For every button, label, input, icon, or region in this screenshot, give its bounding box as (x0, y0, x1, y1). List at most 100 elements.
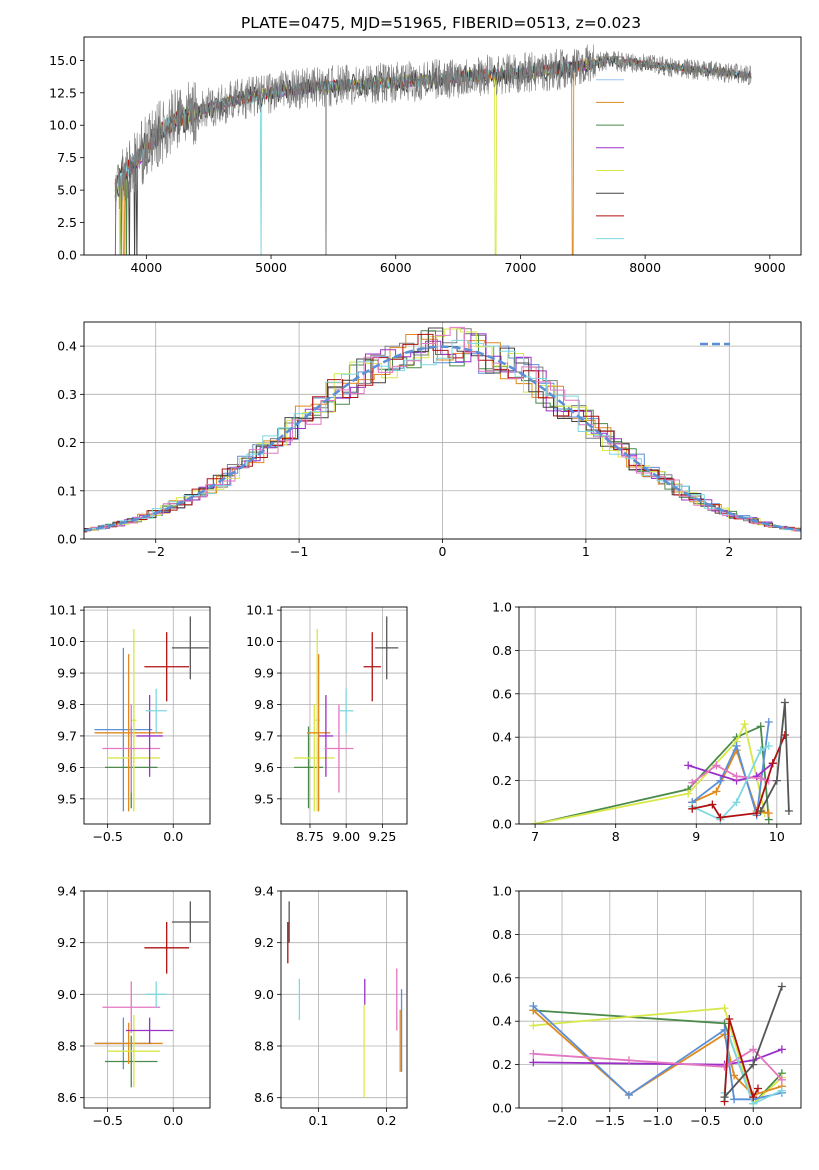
plus-marker (708, 800, 717, 809)
y-tick-label: 8.8 (57, 1039, 77, 1054)
x-tick-label: 8.75 (296, 829, 324, 844)
y-tick-label: 9.6 (57, 760, 77, 775)
plus-marker (720, 1093, 729, 1102)
plus-marker (764, 741, 773, 750)
plus-marker (780, 698, 789, 707)
x-tick-label: 5000 (255, 260, 287, 275)
x-tick-label: 0 (439, 544, 447, 559)
axes-frame (83, 890, 211, 1109)
y-tick-label: 0.6 (492, 970, 512, 985)
plus-marker (740, 720, 749, 729)
weight-series-3 (691, 721, 770, 816)
y-tick-label: 9.7 (57, 728, 77, 743)
plus-marker (684, 761, 693, 770)
y-tick-label: 0.0 (57, 532, 77, 547)
x-tick-label: 4000 (130, 260, 162, 275)
x-tick-label: 9.00 (332, 829, 360, 844)
plus-marker (684, 789, 693, 798)
y-tick-label: 15.0 (49, 53, 77, 68)
histogram-series-3 (84, 330, 801, 532)
plus-marker (764, 809, 773, 818)
y-tick-label: 9.2 (254, 935, 274, 950)
x-tick-label: 2 (725, 544, 733, 559)
x-tick-label: 7000 (505, 260, 537, 275)
y-tick-label: 9.2 (57, 935, 77, 950)
x-tick-label: 0.0 (743, 1113, 763, 1128)
y-tick-label: 0.3 (57, 387, 77, 402)
plus-marker (712, 761, 721, 770)
weight-series-8 (759, 702, 790, 812)
weight-lines (529, 982, 786, 1108)
plus-marker (716, 776, 725, 785)
y-tick-label: 9.4 (57, 884, 77, 899)
spectrum-series-4 (114, 57, 752, 255)
plus-marker (529, 1002, 538, 1011)
x-tick-label: −0.5 (92, 829, 122, 844)
plus-marker (688, 804, 697, 813)
y-tick-label: 0.2 (492, 773, 512, 788)
x-tick-label: 7 (531, 829, 539, 844)
y-tick-label: 9.5 (254, 791, 274, 806)
y-tick-label: 8.8 (254, 1039, 274, 1054)
y-tick-label: 5.0 (57, 183, 77, 198)
x-tick-label: −2 (146, 544, 164, 559)
x-tick-label: −0.5 (690, 1113, 720, 1128)
spectrum-series-2 (114, 57, 752, 255)
x-tick-label: −1.5 (595, 1113, 625, 1128)
x-tick-label: 6000 (380, 260, 412, 275)
figure-title: PLATE=0475, MJD=51965, FIBERID=0513, z=0… (241, 14, 641, 32)
x-tick-label: 0.2 (377, 1113, 397, 1128)
y-tick-label: 9.9 (254, 666, 274, 681)
axes-frame (280, 890, 408, 1109)
x-tick-label: −0.5 (92, 1113, 122, 1128)
plus-marker (624, 1056, 633, 1065)
y-tick-label: 0.4 (492, 1014, 512, 1029)
y-tick-label: 10.1 (49, 603, 77, 618)
plus-marker (784, 806, 793, 815)
y-tick-label: 9.5 (57, 791, 77, 806)
errorbar-points (294, 616, 399, 812)
plus-marker (732, 772, 741, 781)
y-tick-label: 0.8 (492, 643, 512, 658)
plus-marker (716, 813, 725, 822)
plus-marker (531, 820, 540, 824)
plus-marker (725, 1015, 734, 1024)
y-tick-label: 0.8 (492, 927, 512, 942)
plus-marker (772, 776, 781, 785)
gaussian-curve (84, 345, 801, 532)
spectrum-lines (114, 44, 752, 255)
y-tick-label: 8.6 (254, 1090, 274, 1105)
panel-age-vs-mass: 8.75 9.00 9.25 9.5 9.6 9.7 9.8 9.9 10.0 10.1 (246, 603, 408, 844)
y-tick-label: 7.5 (57, 150, 77, 165)
plus-marker (712, 787, 721, 796)
y-tick-label: 9.4 (254, 884, 274, 899)
axes-frame (83, 321, 802, 540)
y-tick-label: 9.0 (254, 987, 274, 1002)
panel-mass-vs-metallicity: −0.5 0.0 8.6 8.8 9.0 9.2 9.4 (57, 884, 211, 1128)
y-tick-label: 9.7 (254, 728, 274, 743)
errorbar-points (287, 901, 403, 1098)
plus-marker (529, 1049, 538, 1058)
panel-age-vs-metallicity: −0.5 0.0 9.5 9.6 9.7 9.8 9.9 10.0 10.1 (49, 603, 211, 844)
axes-frame (83, 606, 211, 825)
spectrum-series-3 (114, 56, 752, 255)
spectrum-series-0 (114, 44, 752, 255)
y-tick-label: 0.4 (57, 339, 77, 354)
axes-frame (518, 890, 802, 1109)
panel-weight-vs-age: 7 8 9 10 0.0 0.2 0.4 0.6 0.8 1.0 (492, 600, 802, 844)
panel-weight-vs-metallicity: −2.0 −1.5 −1.0 −0.5 0.0 0.0 0.2 0.4 0.6 0.8 1.0 (492, 884, 802, 1128)
plus-marker (720, 1025, 729, 1034)
y-tick-label: 10.1 (246, 603, 274, 618)
y-tick-label: 0.2 (492, 1057, 512, 1072)
x-tick-label: 9000 (754, 260, 786, 275)
histogram-steps (84, 326, 801, 533)
plus-marker (777, 982, 786, 991)
y-tick-label: 9.8 (254, 697, 274, 712)
plus-marker (720, 1004, 729, 1013)
plus-marker (624, 1090, 633, 1099)
plus-marker (732, 798, 741, 807)
plus-marker (768, 759, 777, 768)
plus-marker (764, 718, 773, 727)
axes-frame (83, 36, 802, 256)
y-tick-label: 9.8 (57, 697, 77, 712)
